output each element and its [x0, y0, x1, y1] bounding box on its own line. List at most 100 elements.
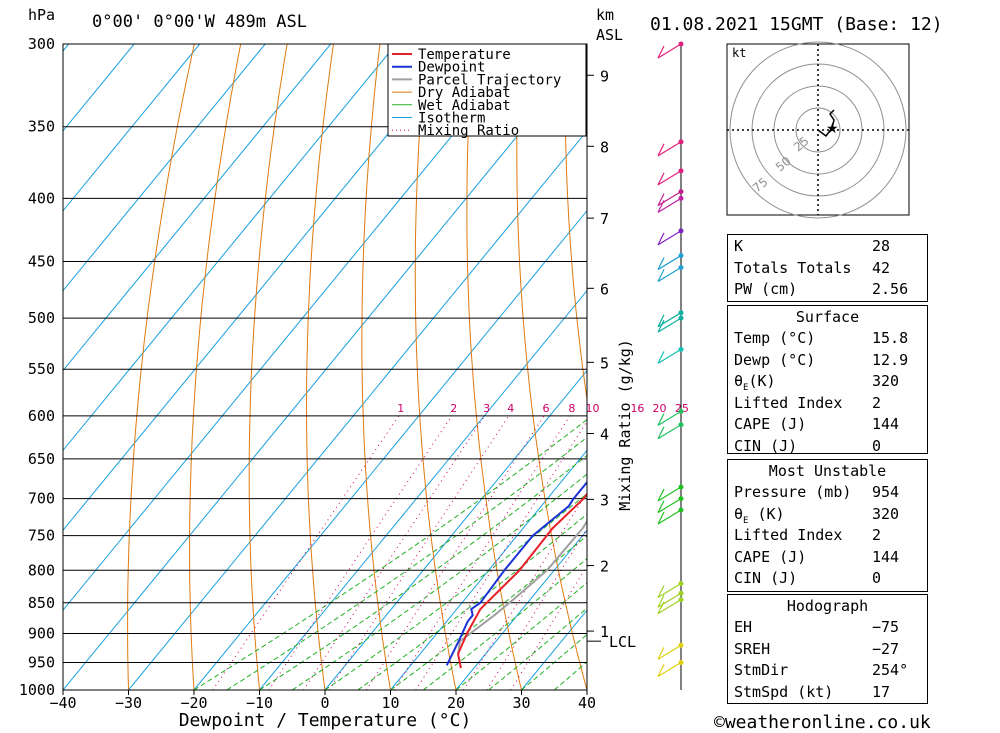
table-title: Most Unstable: [768, 462, 887, 480]
row-value: −27: [872, 639, 900, 658]
lcl-label: LCL: [609, 633, 636, 651]
row-value: 2: [872, 393, 882, 412]
row-label: Dewp (°C): [734, 350, 816, 369]
wind-barb-flag: [657, 193, 665, 206]
wind-barb-flag: [657, 488, 665, 502]
wind-barb-flag: [657, 601, 665, 614]
wind-barb: [657, 191, 682, 207]
wind-barb-flag: [657, 232, 665, 246]
table-row: CIN (J) 0: [728, 567, 927, 589]
km-tick-label: 4: [600, 426, 609, 444]
km-tick-label: 3: [600, 491, 609, 509]
mixing-ratio-label: 25: [675, 402, 689, 415]
x-tick-label: 40: [578, 694, 596, 712]
mixing-ratio-label: 3: [483, 402, 490, 415]
isotherm-line: [259, 289, 587, 690]
row-label: PW (cm): [734, 280, 798, 299]
wind-barb: [657, 141, 682, 157]
wind-barb: [657, 486, 682, 502]
x-tick-label: −20: [180, 694, 207, 712]
wind-barb: [657, 599, 682, 615]
legend-label: Parcel Trajectory: [418, 72, 561, 88]
wind-barb: [657, 170, 682, 186]
wind-profile: [657, 41, 684, 690]
table-row: Temp (°C) 15.8: [728, 327, 927, 349]
x-tick-label: 30: [512, 694, 530, 712]
asl-label: ASL: [596, 26, 623, 44]
table-title: Surface: [795, 308, 860, 326]
most-unstable-table: Most Unstable Pressure (mb) 954 θE (K) 320 Li…: [727, 459, 928, 592]
table-row: Totals Totals 42: [728, 257, 927, 279]
mixing-ratio-line: [393, 415, 571, 690]
pressure-tick-label: 850: [28, 594, 55, 612]
pressure-tick-label: 400: [28, 189, 55, 207]
table-row: PW (cm) 2.56: [728, 278, 927, 300]
isotherm-line: [63, 44, 528, 611]
pressure-tick-label: 350: [28, 118, 55, 136]
isotherm-line: [63, 50, 587, 690]
mixing-ratio-label: 20: [652, 402, 666, 415]
wind-barb-flag: [657, 646, 665, 660]
km-label: km: [596, 6, 614, 24]
wind-barb-flag: [657, 351, 665, 364]
hodograph-table: Hodograph EH −75 SREH −27 StmDir 254° StmSpd (k…: [727, 594, 928, 704]
legend-label: Wet Adiabat: [418, 98, 511, 114]
row-label: Pressure (mb): [734, 483, 852, 501]
wind-barb-flag: [657, 585, 665, 598]
table-row: StmDir 254°: [728, 659, 927, 681]
temperature-line: [457, 492, 587, 669]
mixing-ratio-line: [328, 415, 510, 690]
pressure-tick-label: 600: [28, 407, 55, 425]
table-row: K 28: [728, 235, 927, 257]
isotherm-line: [63, 44, 397, 452]
wind-barb-flag: [657, 664, 665, 677]
table-row: EH −75: [728, 616, 927, 638]
isotherm-line: [324, 369, 587, 690]
pressure-tick-label: 800: [28, 561, 55, 579]
row-value: 12.9: [872, 350, 909, 369]
pressure-tick-label: 900: [28, 624, 55, 642]
isotherm-line: [193, 209, 587, 690]
table-row: θE (K) 320: [728, 503, 927, 526]
table-row: CAPE (J) 144: [728, 413, 927, 435]
wet-adiabat-line: [422, 557, 587, 690]
wet-adiabat-line: [259, 454, 587, 690]
wet-adiabat-line: [357, 513, 587, 690]
row-value: 15.8: [872, 329, 909, 347]
wet-adiabat-line: [488, 607, 587, 690]
row-value: 42: [872, 258, 891, 277]
pressure-tick-label: 750: [28, 527, 55, 545]
pressure-tick-label: 300: [28, 35, 55, 53]
row-value: 2.56: [872, 280, 909, 299]
pressure-tick-label: 550: [28, 360, 55, 378]
row-label: SREH: [734, 639, 771, 658]
row-label: θE (K): [734, 504, 785, 526]
wind-barb-flag: [657, 143, 665, 157]
km-tick-label: 8: [600, 138, 609, 156]
table-row: Lifted Index 2: [728, 392, 927, 414]
km-tick-label: 5: [600, 354, 609, 372]
km-tick-label: 2: [600, 558, 609, 576]
table-row: CIN (J) 0: [728, 435, 927, 457]
legend-label: Mixing Ratio: [418, 123, 519, 139]
wind-barb-flag: [657, 319, 665, 333]
row-value: 320: [872, 372, 900, 391]
wind-barb: [657, 197, 682, 213]
dry-adiabat-line: [983, 44, 1000, 690]
row-label: Temp (°C): [734, 329, 816, 347]
hodograph-ring: [729, 41, 907, 219]
x-tick-label: 10: [381, 694, 399, 712]
dry-adiabat-line: [361, 44, 391, 690]
mixing-ratio-axis-title: Mixing Ratio (g/kg): [616, 339, 634, 511]
table-row: CAPE (J) 144: [728, 546, 927, 568]
x-tick-label: −30: [115, 694, 142, 712]
table-row: θE(K) 320: [728, 370, 927, 393]
wind-barb-flag: [657, 426, 665, 440]
table-row: Pressure (mb) 954: [728, 481, 927, 503]
isotherm-line: [455, 529, 587, 690]
row-label: Lifted Index: [734, 393, 843, 412]
mixing-ratio-label: 16: [630, 402, 644, 415]
row-value: 320: [872, 504, 900, 523]
